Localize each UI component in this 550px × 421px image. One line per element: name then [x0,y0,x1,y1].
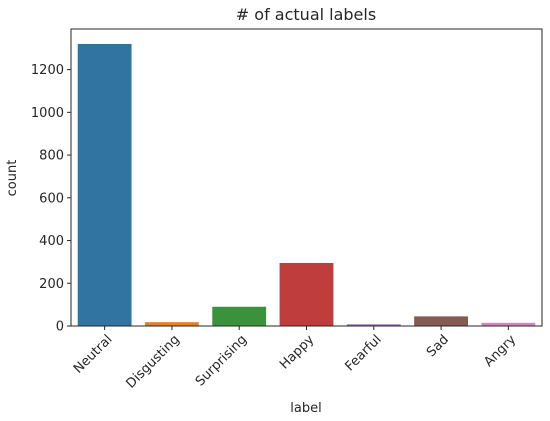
bar-fearful [346,324,401,326]
y-tick-label: 1000 [31,106,64,121]
bar-sad [414,316,468,326]
y-tick-label: 600 [39,191,64,206]
x-axis: Neutral Disgusting Surprising Happy Fearful S… [71,326,519,392]
bar-happy [279,262,334,326]
x-tick-label: Sad [424,332,452,360]
bar-disgusting [145,322,199,326]
bar-surprising [212,306,267,326]
x-axis-title: label [290,401,321,416]
y-tick-label: 200 [39,277,64,292]
y-axis-title: count [5,160,20,197]
y-tick-label: 400 [39,234,64,249]
x-tick-label: Neutral [71,332,116,377]
x-tick-label: Surprising [193,332,250,389]
x-tick-label: Disgusting [123,332,182,391]
x-tick-label: Happy [277,332,317,372]
y-tick-label: 1200 [31,63,64,78]
bar-angry [481,322,536,326]
bars-group [77,43,536,326]
chart-title: # of actual labels [236,5,376,24]
x-tick-label: Angry [481,332,519,370]
y-tick-label: 800 [39,149,64,164]
y-axis: 0 200 400 600 800 1000 1200 [31,63,71,335]
y-tick-label: 0 [56,320,64,335]
bar-neutral [77,43,132,326]
x-tick-label: Fearful [343,332,385,374]
